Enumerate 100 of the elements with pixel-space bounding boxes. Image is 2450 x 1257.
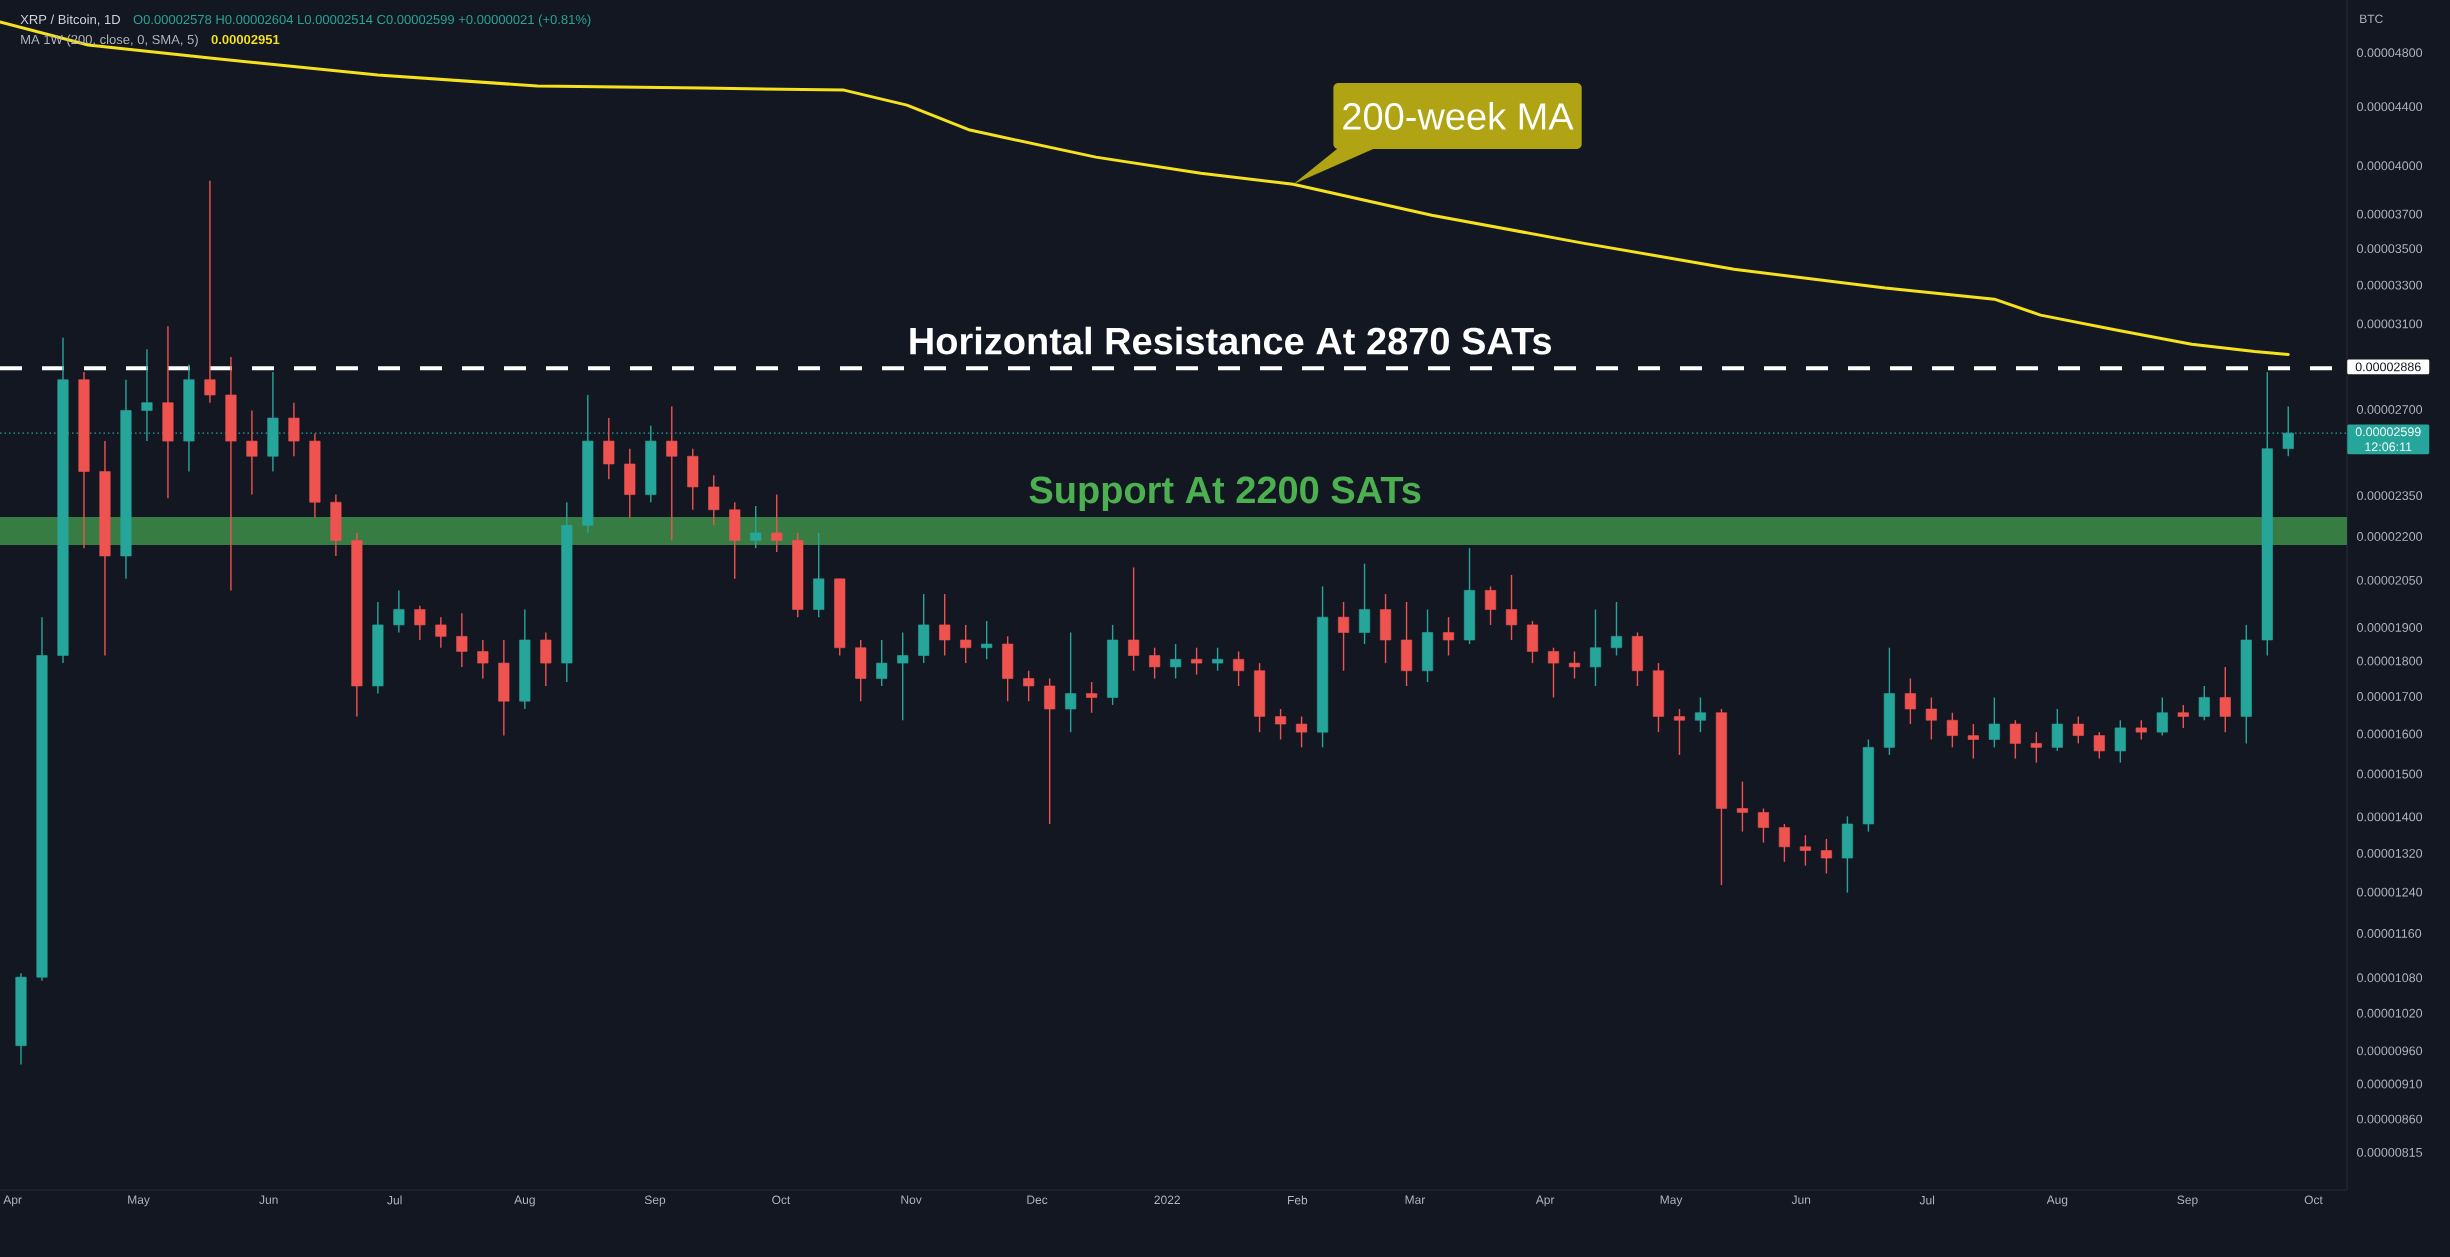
band-label: Support At 2200 SATs [1029,476,1421,511]
candlestick [981,620,993,660]
candlestick [435,616,447,649]
candlestick [750,505,762,549]
candlestick [477,639,489,680]
candlestick [246,409,258,496]
y-tick-label: 0.00004400 [2357,102,2423,112]
candlestick [2198,685,2210,721]
x-tick-label: Sep [2177,1195,2198,1207]
y-tick-label: 0.00001500 [2357,769,2423,779]
y-tick-label: 0.00004000 [2357,161,2423,171]
candlestick [1086,681,1098,714]
annotation: Horizontal Resistance At 2870 SATs [910,326,1551,355]
candlestick [1442,616,1455,657]
candlestick [1568,650,1581,680]
candlestick [456,612,468,668]
candlestick [1820,838,1832,875]
candlestick [2030,731,2042,764]
text: O0.00002578 H0.00002604 L0.00002514 C0.00002599 +0.00000021 (+0.81%) [133,14,591,27]
candlestick [1296,715,1308,749]
candlestick [1212,647,1224,672]
candlestick [540,631,552,687]
y-tick-label: 0.00003500 [2357,244,2423,254]
x-tick-label: Jun [1791,1195,1811,1204]
candlestick [204,180,216,404]
candlestick [2009,719,2021,760]
x-tick-label: 2022 [1154,1195,1180,1205]
candlestick [897,631,909,721]
candlestick [1023,670,1035,702]
y-tick-label: 0.00001800 [2357,656,2423,666]
x-tick-label: Feb [1288,1195,1308,1205]
x-tick-label: Aug [2046,1195,2068,1207]
candlestick [666,405,678,542]
candlestick [414,605,426,641]
candlestick [1736,780,1748,833]
y-tick-label: 0.00002700 [2357,405,2423,414]
y-tick-label: 0.00000910 [2357,1079,2423,1089]
ref-line-label: 0.00002599 12:06:11 [2355,427,2421,452]
candlestick [2051,708,2063,752]
candlestick [960,624,972,664]
text: XRP / Bitcoin, 1D [20,14,120,26]
candlestick [1338,601,1350,672]
candlestick [1170,643,1182,680]
series-label: 200-week MA [1343,102,1574,130]
x-tick-label: Apr [1535,1195,1555,1207]
candlestick [1610,601,1623,657]
candlestick [1065,631,1077,733]
y-tick-label: 0.00001240 [2357,887,2423,897]
x-tick-label: Jun [259,1195,278,1204]
candlestick [2156,696,2168,737]
y-tick-label: 0.00004800 [2357,48,2423,58]
candlestick [1128,566,1140,672]
y-tick-label: 0.00002350 [2357,491,2423,501]
y-tick-label: 0.00000815 [2357,1147,2423,1157]
ref-line-label: 0.00002886 [2355,362,2421,372]
y-tick-label: 0.00000860 [2357,1114,2423,1124]
candlestick [2093,731,2105,760]
candlestick [1044,677,1056,825]
y-tick-label: 0.00001700 [2357,692,2423,701]
candlestick [2114,719,2126,764]
candlestick [1484,585,1497,626]
x-tick-label: Jul [1919,1195,1935,1205]
y-tick-label: 0.00002050 [2357,575,2423,585]
candlestick [1967,723,1979,760]
candlestick [876,639,888,687]
y-tick-label: 0.00003700 [2357,209,2423,219]
candlestick [1505,574,1518,641]
candlestick [1359,562,1371,645]
candlestick [288,401,300,457]
x-tick-label: Apr [3,1195,22,1207]
candlestick [393,589,405,634]
candlestick [1589,608,1602,687]
candlestick [1946,712,1958,749]
candlestick [1673,708,1685,756]
candlestick [1904,677,1916,725]
x-tick-label: Sep [644,1195,666,1207]
x-tick-label: Nov [901,1195,922,1204]
y-tick-label: 0.00001160 [2357,929,2422,938]
y-tick-label: 0.00003100 [2357,319,2423,329]
candlestick [1799,834,1811,867]
candlestick [1275,708,1287,741]
candlestick [1778,823,1790,863]
x-tick-label: Aug [514,1195,535,1207]
x-tick-label: Mar [1405,1195,1426,1204]
y-tick-label: 0.00001020 [2357,1008,2423,1018]
candlestick [1547,647,1560,699]
candlestick [771,493,783,553]
x-tick-label: Oct [2304,1195,2323,1205]
x-tick-label: Oct [772,1195,791,1205]
x-tick-label: May [128,1195,150,1207]
candlestick [939,593,951,657]
candlestick [2135,719,2147,741]
candlestick [2072,715,2084,745]
candlestick [1694,696,1706,733]
candlestick [1233,650,1245,687]
x-tick-label: Dec [1027,1195,1048,1204]
y-tick-label: 0.00001400 [2357,812,2423,822]
y-tick-label: 0.00001900 [2357,623,2423,632]
candlestick [708,474,720,527]
y-axis-title: BTC [2360,14,2383,24]
